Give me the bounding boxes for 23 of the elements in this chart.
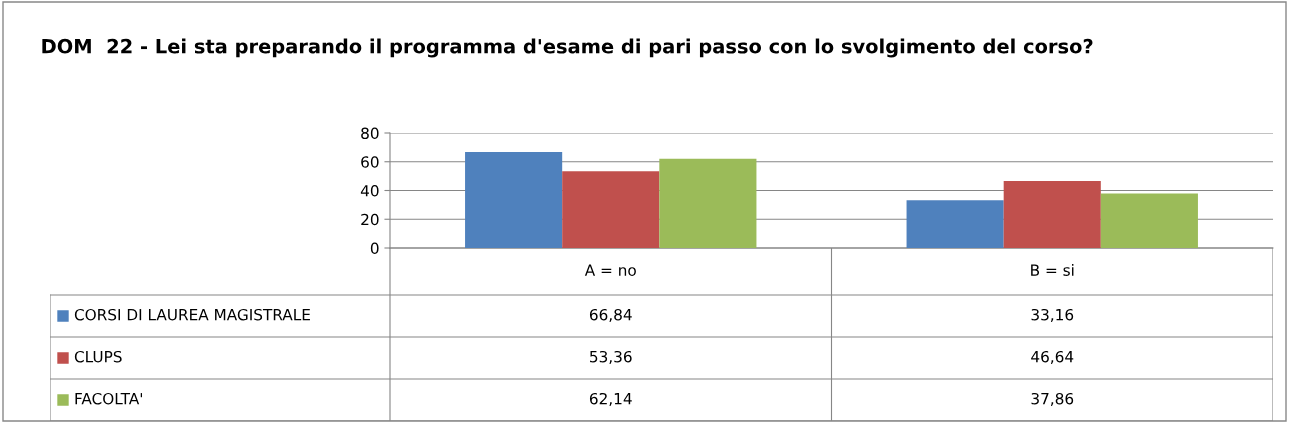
bar [1100, 193, 1198, 248]
chart-title: DOM 22 - Lei sta preparando il programma d'esame di pari passo con lo svolgimento del corso? [42, 38, 1093, 58]
legend-label: CLUPS [74, 350, 122, 363]
data-label: 33,16 [1031, 308, 1074, 322]
bar [1003, 180, 1101, 248]
y-tick-label: 20 [361, 213, 379, 226]
data-label: 46,64 [1031, 350, 1074, 364]
legend-label: CORSI DI LAUREA MAGISTRALE [74, 308, 310, 321]
y-tick-label: 0 [370, 242, 379, 255]
y-tick-label: 60 [361, 156, 379, 168]
y-tick-label: 40 [360, 184, 379, 197]
data-label: 37,86 [1031, 392, 1074, 406]
bar [562, 171, 660, 248]
y-tick-label: 80 [361, 127, 379, 140]
bar [659, 158, 757, 248]
legend-label: FACOLTA' [75, 392, 143, 405]
data-label: 53,36 [590, 350, 632, 364]
data-label: 62,14 [589, 392, 632, 406]
bar [906, 200, 1004, 248]
x-tick-label: A = no [584, 264, 636, 276]
bar [465, 151, 563, 248]
data-label: 66,84 [589, 308, 632, 322]
x-tick-label: B = si [1031, 264, 1074, 276]
